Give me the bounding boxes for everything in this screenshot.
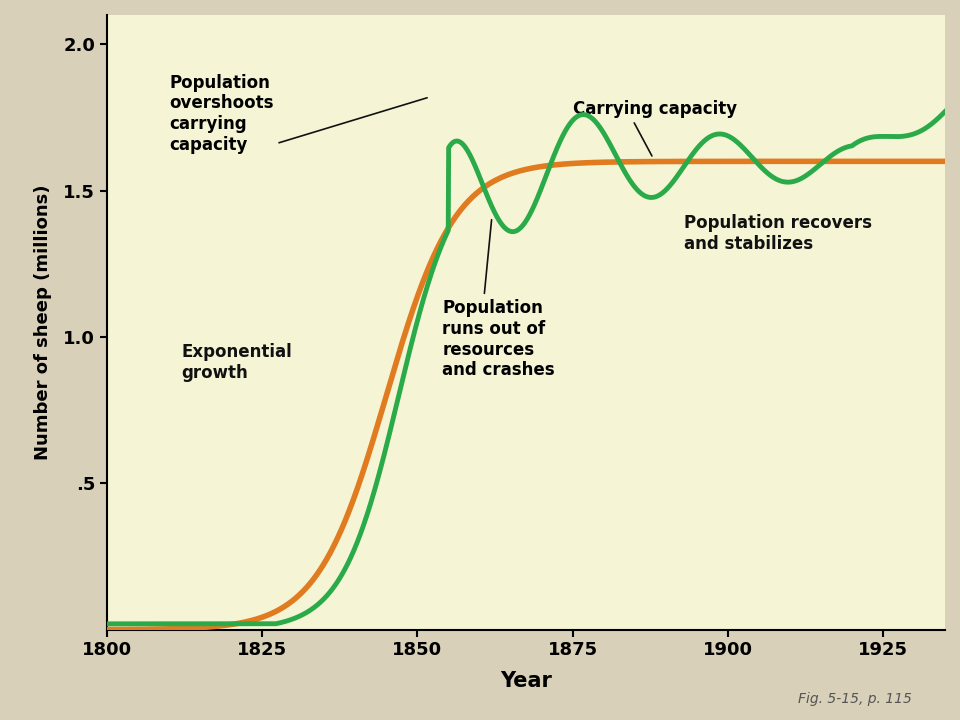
Text: Population
overshoots
carrying
capacity: Population overshoots carrying capacity [169, 73, 427, 154]
Text: Exponential
growth: Exponential growth [181, 343, 292, 382]
Text: Fig. 5-15, p. 115: Fig. 5-15, p. 115 [798, 692, 912, 706]
Text: Population recovers
and stabilizes: Population recovers and stabilizes [684, 214, 873, 253]
Text: Population
runs out of
resources
and crashes: Population runs out of resources and cra… [443, 220, 555, 379]
X-axis label: Year: Year [500, 670, 552, 690]
Y-axis label: Number of sheep (millions): Number of sheep (millions) [35, 184, 52, 460]
Text: Carrying capacity: Carrying capacity [572, 99, 736, 156]
